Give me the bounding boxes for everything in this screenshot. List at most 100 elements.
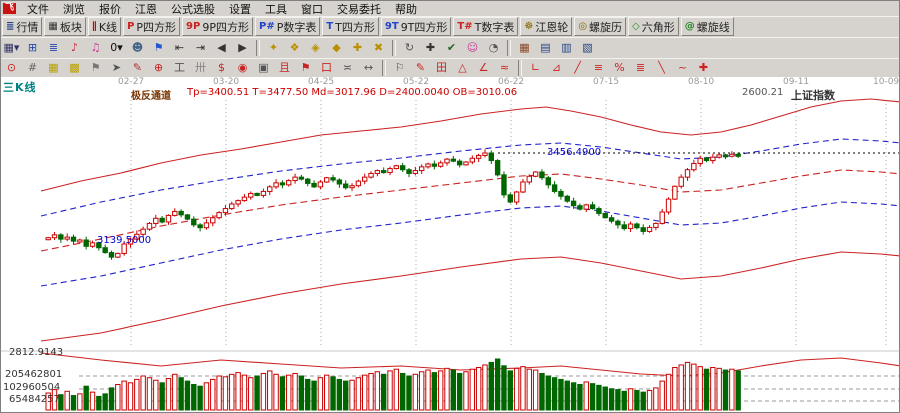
import-icon[interactable]: ▧	[582, 40, 593, 54]
skip-back-icon[interactable]: ⇤	[174, 40, 185, 54]
add-icon[interactable]: ✚	[425, 40, 436, 54]
wedge-icon[interactable]: ⊿	[551, 60, 562, 74]
hexagon-button[interactable]: ◇ 六角形	[628, 17, 679, 36]
hbar-icon[interactable]: 工	[174, 60, 185, 74]
nine-t-square-button[interactable]: 9T 9T四方形	[380, 17, 452, 36]
flag-icon[interactable]: ⚑	[153, 40, 164, 54]
menu-item-2[interactable]: 报价	[99, 2, 121, 16]
export-icon[interactable]: ▥	[561, 40, 572, 54]
hash-grid-icon[interactable]: #	[27, 60, 38, 74]
white-flag-icon[interactable]: ⚐	[394, 60, 405, 74]
nine-p-square-button[interactable]: 9P 9P四方形	[182, 17, 253, 36]
pin-icon[interactable]: ✎	[132, 60, 143, 74]
nine-t-square-icon: 9T	[384, 21, 399, 32]
t-square-icon: T	[326, 21, 334, 32]
calendar-icon[interactable]: ▦	[519, 40, 530, 54]
x-tick-label: 05-22	[403, 77, 430, 87]
chart-grid-icon[interactable]: ⊞	[27, 40, 38, 54]
ripple-icon[interactable]: ≈	[499, 60, 510, 74]
x-tick-label: 10-09	[873, 77, 900, 87]
t-square-button[interactable]: T T四方形	[322, 17, 379, 36]
angle-pencil-icon[interactable]: ∠	[478, 60, 489, 74]
check-icon[interactable]: ✔	[446, 40, 457, 54]
next-icon[interactable]: ▶	[238, 40, 247, 54]
small-grid-icon[interactable]: ▩	[69, 60, 80, 74]
ruler-icon[interactable]: ≍	[342, 60, 353, 74]
menu-item-3[interactable]: 江恩	[135, 2, 157, 16]
gann-grid-icon[interactable]: ▦	[48, 60, 59, 74]
chartbox-icon[interactable]: ▣	[258, 60, 269, 74]
menu-item-4[interactable]: 公式选股	[171, 2, 215, 16]
cross-line-icon[interactable]: ✚	[698, 60, 709, 74]
x-tick-label: 03-20	[213, 77, 240, 87]
prev-icon[interactable]: ◀	[217, 40, 226, 54]
gann-wheel-button[interactable]: ☸ 江恩轮	[520, 17, 573, 36]
gauge-icon[interactable]: ◔	[488, 40, 499, 54]
menu-items: 文件 浏览 报价 江恩 公式选股 设置 工具 窗口 交易委托 帮助	[20, 1, 424, 17]
grid-lines	[1, 100, 899, 402]
vlines-icon[interactable]: 卅	[195, 60, 206, 74]
menu-item-9[interactable]: 帮助	[395, 2, 417, 16]
window-layout-icon[interactable]: ▦▾	[3, 40, 20, 54]
face-icon[interactable]: ☺	[466, 40, 479, 54]
note-pink-icon[interactable]: ♫	[90, 40, 101, 54]
indicator-name[interactable]: 极反通道	[131, 91, 171, 102]
chart-canvas[interactable]	[1, 98, 900, 413]
quotes-button[interactable]: ≣ 行情	[2, 17, 43, 36]
cycle-line-icon[interactable]: ~	[677, 60, 688, 74]
menu-item-0[interactable]: 文件	[27, 2, 49, 16]
nav-all-icon[interactable]: ✖	[373, 40, 384, 54]
dollar-icon[interactable]: $	[218, 60, 225, 74]
menu-item-6[interactable]: 工具	[265, 2, 287, 16]
p-table-button[interactable]: P# P数字表	[254, 17, 321, 36]
flag-tool-icon[interactable]: ⚑	[90, 60, 101, 74]
toolbar-separator	[256, 39, 260, 56]
menu-item-8[interactable]: 交易委托	[337, 2, 381, 16]
quote-symbol[interactable]: 上证指数	[791, 89, 835, 102]
diag-up-icon[interactable]: ╱	[574, 60, 581, 74]
percent-icon[interactable]: %	[614, 60, 625, 74]
note-red-icon[interactable]: ♪	[70, 40, 79, 54]
t-table-button[interactable]: T# T数字表	[453, 17, 519, 36]
angle-line-icon[interactable]: ∟	[530, 60, 541, 74]
box-red-icon[interactable]: 口	[321, 60, 332, 74]
eye-icon[interactable]: ◉	[237, 60, 248, 74]
trend-line-icon[interactable]: ╲	[658, 60, 665, 74]
flag-red-icon[interactable]: ⚑	[300, 60, 311, 74]
column-list-icon[interactable]: ≣	[48, 40, 59, 54]
zero-dropdown-icon[interactable]: 0▾	[110, 40, 123, 54]
nav-down-icon[interactable]: ❖	[289, 40, 300, 54]
view-toolbar: ▦▾ ⊞ ≣ ♪ ♫ 0▾ ☻ ⚑ ⇤ ⇥ ◀ ▶ ✦ ❖ ◈ ◆ ✚ ✖ ↻ ✚ ✔ ☺ ◔ ▦ ▤ ▥ ▧	[1, 37, 899, 59]
nav-right-icon[interactable]: ◆	[332, 40, 341, 54]
skip-forward-icon[interactable]: ⇥	[195, 40, 206, 54]
pencil-red-icon[interactable]: ✎	[415, 60, 426, 74]
menu-item-5[interactable]: 设置	[229, 2, 251, 16]
red-grid-icon[interactable]: 田	[436, 60, 447, 74]
drawing-toolbar: ⊙ # ▦ ▩ ⚑ ➤ ✎ ⊕ 工卅 $ ◉ ▣ 且 ⚑ 口 ≍ ↔ ⚐ ✎ 田 △ ∠ ≈ ∟ ⊿ ╱ ≡% ≣ ╲ ~ ✚	[1, 58, 899, 78]
blocks-button[interactable]: ▦ 板块	[44, 17, 86, 36]
kline-button[interactable]: ∥ K线	[87, 17, 122, 36]
compass-icon[interactable]: ⊙	[6, 60, 17, 74]
pane-label[interactable]: 三K线	[3, 81, 37, 94]
figures-icon[interactable]: ☻	[131, 40, 144, 54]
fan-lines-icon[interactable]: ≡	[593, 60, 604, 74]
circle-cross-icon[interactable]: ⊕	[153, 60, 164, 74]
menu-item-7[interactable]: 窗口	[301, 2, 323, 16]
nav-center-icon[interactable]: ✚	[352, 40, 363, 54]
fib-lines-icon[interactable]: ≣	[635, 60, 646, 74]
pointer-icon[interactable]: ➤	[111, 60, 122, 74]
mountain-icon[interactable]: △	[458, 60, 467, 74]
spiral-line-button[interactable]: @ 螺旋线	[680, 17, 734, 36]
p-square-button[interactable]: P P四方形	[123, 17, 181, 36]
toolbar-separator	[392, 39, 396, 56]
refresh-icon[interactable]: ↻	[404, 40, 415, 54]
nav-up-icon[interactable]: ✦	[268, 40, 279, 54]
gate-icon[interactable]: 且	[279, 60, 290, 74]
gann-wheel-icon: ☸	[524, 21, 534, 32]
p-table-icon: P#	[258, 21, 275, 32]
nav-left-icon[interactable]: ◈	[311, 40, 320, 54]
save-icon[interactable]: ▤	[540, 40, 551, 54]
arrows-h-icon[interactable]: ↔	[363, 60, 374, 74]
menu-item-1[interactable]: 浏览	[63, 2, 85, 16]
spiral-calendar-button[interactable]: ◎ 螺旋历	[574, 17, 627, 36]
